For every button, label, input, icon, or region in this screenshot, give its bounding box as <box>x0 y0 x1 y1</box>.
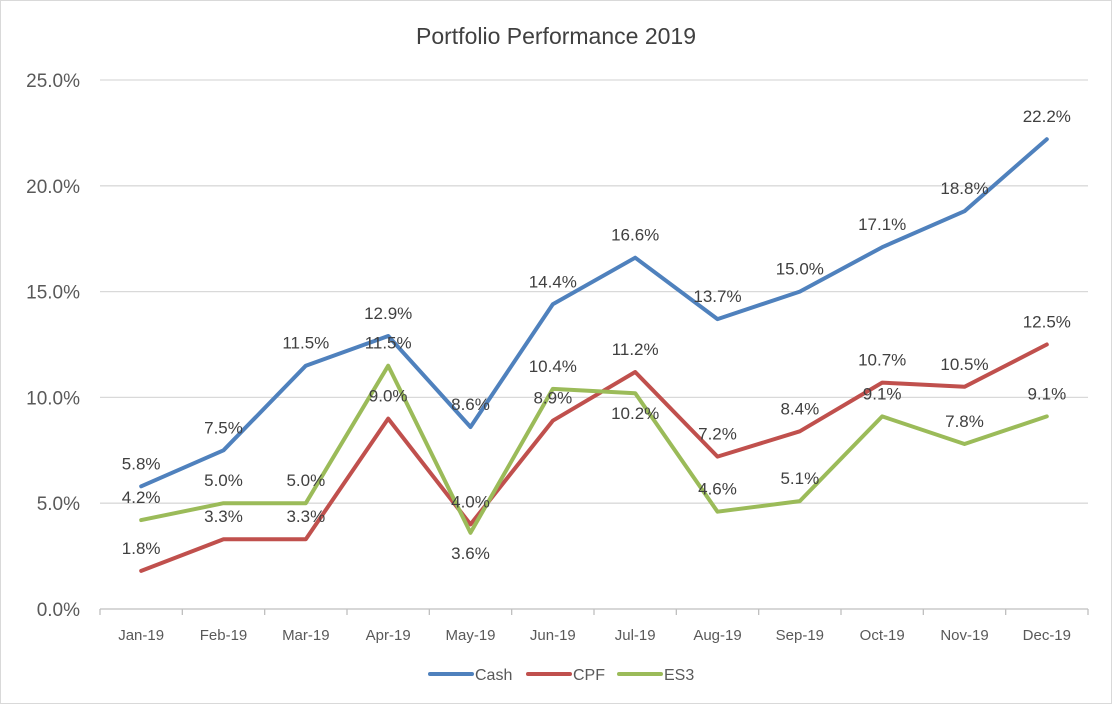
x-tick-label: Jan-19 <box>118 627 164 644</box>
data-label-es3: 3.6% <box>451 544 490 563</box>
data-label-es3: 11.5% <box>365 334 412 353</box>
y-tick-label: 0.0% <box>37 600 80 621</box>
legend-label-es3: ES3 <box>664 667 694 684</box>
data-label-cpf: 11.2% <box>612 340 659 359</box>
data-label-cpf: 7.2% <box>698 425 737 444</box>
x-tick-label: Dec-19 <box>1023 627 1071 644</box>
chart-title: Portfolio Performance 2019 <box>416 23 696 49</box>
x-tick-label: Nov-19 <box>940 627 988 644</box>
data-label-cash: 12.9% <box>364 304 412 323</box>
x-tick-label: Feb-19 <box>200 627 248 644</box>
data-label-es3: 4.2% <box>122 488 161 507</box>
data-label-es3: 5.0% <box>286 471 325 490</box>
data-label-es3: 7.8% <box>945 412 984 431</box>
x-tick-label: Apr-19 <box>366 627 411 644</box>
x-tick-label: Oct-19 <box>860 627 905 644</box>
data-label-cpf: 10.5% <box>940 355 988 374</box>
data-label-es3: 10.2% <box>611 404 659 423</box>
data-label-cpf: 3.3% <box>286 507 325 526</box>
x-tick-label: Mar-19 <box>282 627 330 644</box>
data-label-cash: 16.6% <box>611 226 659 245</box>
data-label-cpf: 10.7% <box>858 351 906 370</box>
data-label-cash: 11.5% <box>282 334 329 353</box>
y-tick-label: 15.0% <box>26 283 80 304</box>
data-label-cpf: 9.0% <box>369 387 408 406</box>
data-label-es3: 4.6% <box>698 480 737 499</box>
series-line-es3 <box>139 363 1049 535</box>
x-tick-label: May-19 <box>445 627 495 644</box>
series-line-cash <box>139 137 1049 489</box>
data-label-cpf: 3.3% <box>204 507 243 526</box>
data-label-cpf: 8.4% <box>780 399 819 418</box>
legend-label-cpf: CPF <box>573 667 605 684</box>
data-label-es3: 5.1% <box>780 469 819 488</box>
data-label-cpf: 12.5% <box>1023 313 1071 332</box>
x-tick-label: Aug-19 <box>693 627 741 644</box>
data-label-cash: 13.7% <box>693 287 741 306</box>
series-line-cpf <box>139 342 1049 573</box>
y-tick-label: 10.0% <box>26 388 80 409</box>
x-tick-label: Jun-19 <box>530 627 576 644</box>
data-label-cash: 5.8% <box>122 454 161 473</box>
data-label-cpf: 1.8% <box>122 539 161 558</box>
data-label-cpf: 8.9% <box>533 389 572 408</box>
data-label-cash: 8.6% <box>451 395 490 414</box>
data-label-es3: 9.1% <box>863 384 902 403</box>
data-label-cash: 7.5% <box>204 418 243 437</box>
data-label-cash: 15.0% <box>776 260 824 279</box>
x-tick-label: Jul-19 <box>615 627 656 644</box>
y-tick-label: 20.0% <box>26 177 80 198</box>
data-label-es3: 5.0% <box>204 471 243 490</box>
data-label-cpf: 4.0% <box>451 492 490 511</box>
data-label-cash: 18.8% <box>940 179 988 198</box>
y-tick-label: 5.0% <box>37 494 80 515</box>
data-label-cash: 17.1% <box>858 215 906 234</box>
y-tick-label: 25.0% <box>26 71 80 92</box>
data-label-es3: 9.1% <box>1027 384 1066 403</box>
x-tick-label: Sep-19 <box>776 627 824 644</box>
data-label-cash: 14.4% <box>529 272 577 291</box>
data-label-cash: 22.2% <box>1023 107 1071 126</box>
legend-label-cash: Cash <box>475 667 512 684</box>
data-label-es3: 10.4% <box>529 357 577 376</box>
